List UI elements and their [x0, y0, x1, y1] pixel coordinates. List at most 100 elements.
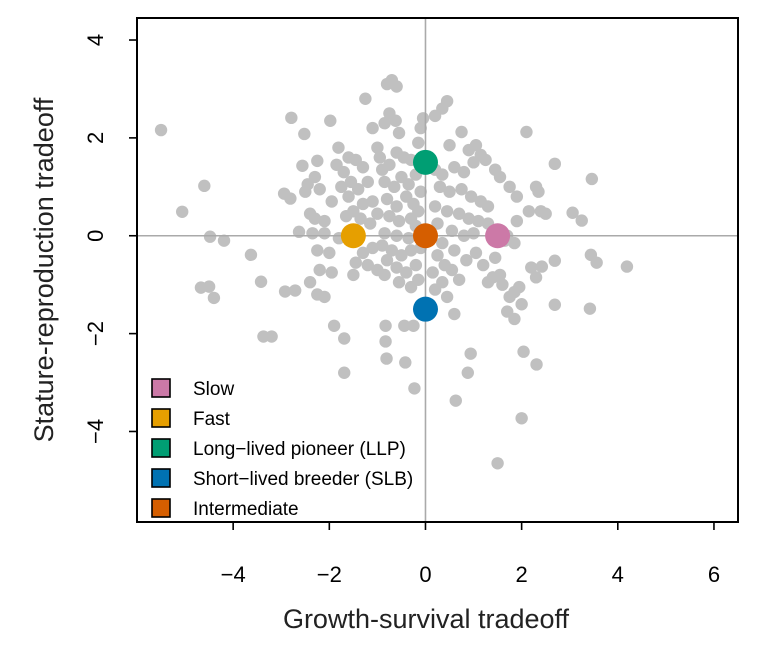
species-point [452, 273, 466, 286]
species-point [354, 212, 367, 225]
species-point [461, 366, 474, 379]
species-point [510, 214, 524, 228]
species-point [339, 209, 353, 223]
species-point [335, 180, 348, 194]
species-point [469, 246, 483, 260]
species-point [361, 258, 374, 272]
species-point [532, 185, 545, 198]
species-point [202, 280, 216, 293]
species-point [379, 319, 392, 332]
species-point [366, 121, 379, 135]
species-point [380, 352, 393, 365]
species-point [342, 190, 355, 203]
y-tick-label: −4 [83, 419, 108, 444]
species-point [366, 195, 379, 208]
species-point [311, 288, 324, 301]
species-point [402, 231, 415, 245]
species-point [389, 114, 402, 127]
species-point [496, 278, 509, 291]
species-point [575, 214, 588, 227]
x-tick-label: 2 [516, 562, 528, 587]
species-point [296, 159, 309, 172]
species-point [448, 161, 461, 174]
species-point [414, 121, 427, 135]
species-point [278, 285, 292, 298]
species-point [525, 261, 538, 274]
species-point [464, 190, 478, 203]
species-point [426, 266, 439, 279]
species-point [349, 256, 362, 269]
species-point [288, 284, 302, 297]
species-point [338, 332, 351, 345]
species-point [515, 412, 528, 425]
species-point [265, 330, 278, 343]
species-point [383, 158, 396, 171]
species-point [433, 180, 447, 194]
species-point [337, 165, 350, 179]
species-point [548, 254, 562, 267]
species-point [539, 207, 552, 220]
strategy-point-4 [412, 223, 438, 249]
species-point [462, 212, 475, 225]
species-point [462, 143, 475, 157]
species-point [457, 165, 471, 179]
x-tick-label: 6 [708, 562, 720, 587]
species-point [436, 236, 449, 250]
x-tick-label: −2 [317, 562, 342, 587]
species-point [332, 141, 345, 154]
species-point [311, 244, 324, 257]
species-point [513, 280, 526, 294]
species-point [530, 358, 543, 371]
species-point [390, 80, 403, 93]
species-point [325, 195, 338, 208]
species-point [388, 180, 401, 194]
species-point [620, 260, 634, 273]
species-point [313, 183, 326, 196]
species-point [292, 225, 306, 239]
x-axis: −4 −2 0 2 4 6 [221, 522, 720, 587]
legend-label: Long−lived pioneer (LLP) [193, 439, 406, 460]
species-point [472, 214, 485, 228]
species-point [508, 236, 521, 250]
species-point [324, 114, 337, 127]
species-point [207, 291, 221, 305]
species-point [313, 263, 326, 277]
species-point [520, 125, 533, 139]
species-point [356, 246, 370, 260]
species-point [452, 207, 466, 220]
species-point [359, 92, 372, 105]
strategy-point-1 [340, 223, 366, 249]
species-point [390, 200, 403, 213]
plot-frame [136, 17, 739, 523]
species-point [400, 266, 413, 279]
species-point [548, 298, 562, 311]
species-point [440, 290, 454, 304]
legend-swatch [151, 408, 171, 428]
legend-label: Fast [193, 409, 231, 430]
species-point [535, 260, 549, 273]
species-point [338, 366, 351, 379]
species-point [390, 261, 403, 274]
x-tick-label: 4 [612, 562, 624, 587]
species-point [585, 172, 599, 186]
species-point [428, 200, 442, 213]
species-point [416, 112, 430, 125]
species-point [445, 224, 459, 238]
species-point [325, 266, 338, 279]
species-point [284, 192, 297, 205]
species-point [436, 276, 449, 289]
species-point [464, 347, 477, 360]
legend-swatch [151, 498, 171, 518]
strategy-points [340, 149, 511, 322]
strategy-point-3 [412, 296, 438, 322]
species-point [443, 139, 456, 152]
species-point [404, 244, 418, 257]
species-point [431, 217, 444, 230]
species-point [175, 205, 189, 218]
species-point [590, 256, 603, 269]
species-point [380, 254, 394, 267]
species-point [448, 307, 461, 321]
species-point [361, 175, 374, 189]
species-point [378, 227, 391, 240]
